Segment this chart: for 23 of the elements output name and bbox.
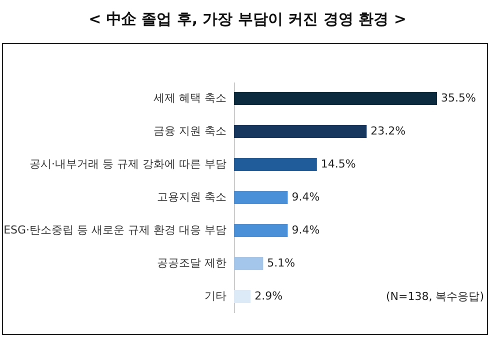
y-tick-label: ESG·탄소중립 등 새로운 규제 환경 대응 부담 — [4, 224, 226, 236]
bar — [234, 125, 367, 138]
data-label: 14.5% — [320, 158, 356, 170]
data-label: 2.9% — [254, 290, 283, 302]
y-tick-label: 세제 혜택 축소 — [154, 92, 226, 104]
chart-title: < 中企 졸업 후, 가장 부담이 커진 경영 환경 > — [88, 10, 408, 29]
y-tick-label: 고용지원 축소 — [157, 190, 226, 204]
y-tick-label: 금융 지원 축소 — [154, 124, 226, 138]
bar — [234, 158, 317, 171]
data-label: 35.5% — [441, 92, 476, 104]
bar — [234, 290, 251, 303]
bar — [234, 224, 288, 237]
bar — [234, 257, 264, 270]
annotation: (N=138, 복수응답) — [386, 290, 484, 303]
data-label: 23.2% — [370, 124, 406, 138]
data-label: 5.1% — [267, 256, 296, 270]
y-tick-label: 공공조달 제한 — [157, 256, 226, 270]
bar — [234, 92, 437, 105]
y-tick-label: 공시·내부거래 등 규제 강화에 따른 부담 — [30, 158, 226, 170]
data-label: 9.4% — [292, 224, 320, 236]
y-tick-label: 기타 — [204, 290, 226, 302]
data-label: 9.4% — [292, 190, 320, 204]
bar — [234, 191, 288, 204]
